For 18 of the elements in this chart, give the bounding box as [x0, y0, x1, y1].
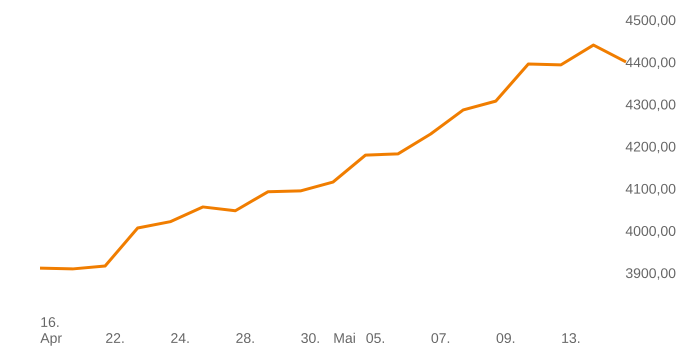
- x-tick-label: Mai: [334, 332, 355, 343]
- y-tick-label: 4500,00: [626, 15, 676, 27]
- y-tick-label: 4300,00: [626, 99, 676, 111]
- x-tick-label: 05.: [366, 333, 384, 343]
- x-tick-label: 13.: [562, 333, 580, 343]
- y-tick-label: 4400,00: [626, 57, 676, 69]
- line-series: [38, 43, 628, 270]
- x-tick-label: 30.: [301, 333, 319, 343]
- y-tick-label: 3900,00: [626, 268, 676, 280]
- y-tick-label: 4000,00: [626, 226, 676, 238]
- y-tick-label: 4100,00: [626, 184, 676, 196]
- x-tick-label: 16. Apr: [40, 317, 62, 346]
- x-tick-label: 28.: [236, 333, 254, 343]
- x-tick-label: 07.: [431, 333, 450, 343]
- x-tick-label: 24.: [171, 333, 189, 343]
- x-tick-label: 22.: [106, 333, 124, 343]
- x-tick-label: 09.: [496, 333, 514, 343]
- y-tick-label: 4200,00: [626, 142, 676, 154]
